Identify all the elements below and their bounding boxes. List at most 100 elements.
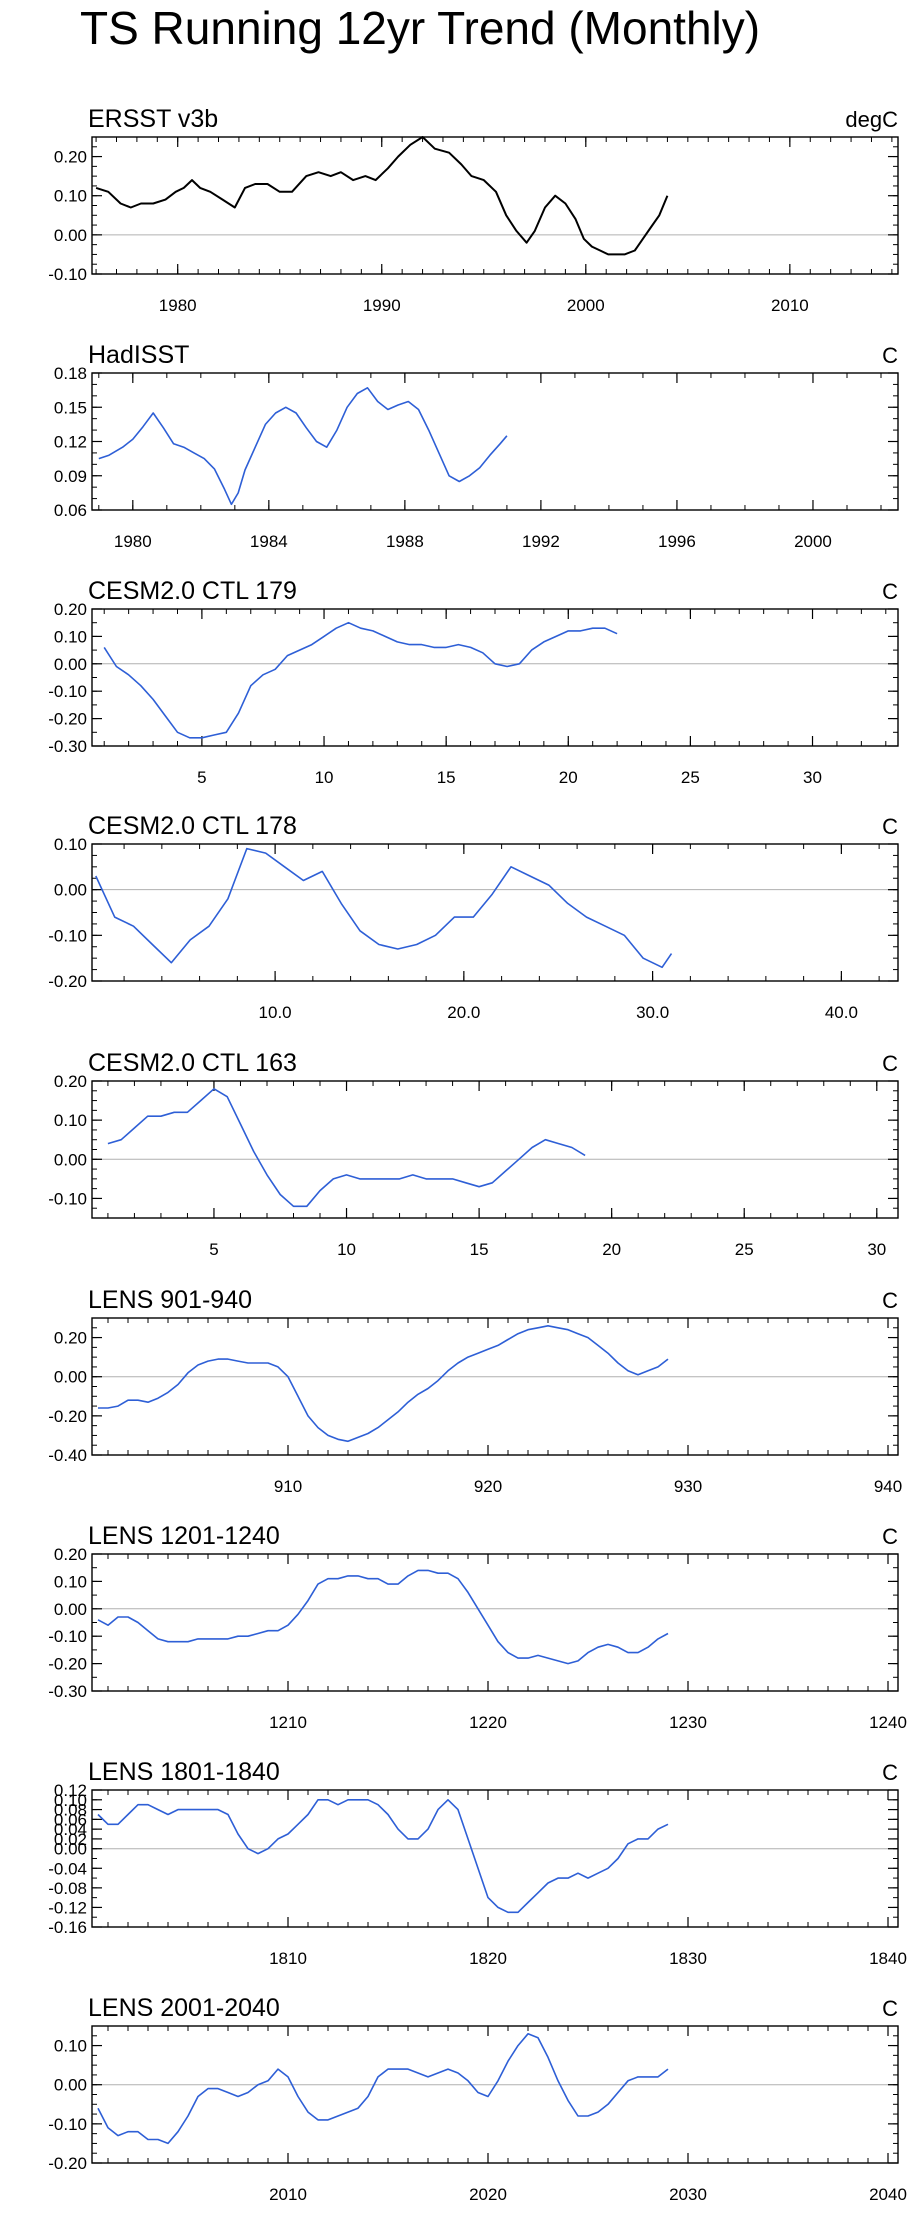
x-tick-label: 2030: [669, 2185, 707, 2204]
panel-hadisst: HadISST C 1980 1984 1988 1992 1996 2000 0.06 0.09…: [54, 341, 899, 551]
x-tick-label: 1990: [363, 296, 401, 315]
x-tick-label: 2020: [469, 2185, 507, 2204]
plot-frame: [91, 608, 899, 747]
panel-title: CESM2.0 CTL 163: [88, 1049, 297, 1077]
units-label: C: [882, 1996, 898, 2021]
series-line-lens-2001-2040: [97, 2033, 669, 2145]
y-tick-label: 0.15: [54, 398, 87, 417]
x-tick-label: 2010: [771, 296, 809, 315]
panel-title: LENS 901-940: [88, 1286, 252, 1314]
x-tick-label: 910: [274, 1477, 302, 1496]
panel-lens-2001-2040: LENS 2001-2040 C 2010 2020 2030 2040 -0.20 -0.1…: [48, 1994, 907, 2204]
series-line-cesm2-0-ctl-163: [107, 1088, 586, 1208]
panel-title: LENS 2001-2040: [88, 1994, 280, 2022]
series-line-lens-901-940: [98, 1325, 669, 1443]
y-tick-label: -0.16: [48, 1918, 87, 1937]
y-tick-label: 0.10: [54, 627, 87, 646]
panel-lens-1801-1840: LENS 1801-1840 C 1810 1820 1830 1840 -0.16-0.1…: [48, 1758, 907, 1968]
y-tick-label: 0.08: [54, 1801, 87, 1820]
plot-frame: [91, 2025, 899, 2164]
y-tick-label: 0.00: [54, 655, 87, 674]
panel-title: HadISST: [88, 341, 189, 369]
x-tick-label: 2000: [794, 532, 832, 551]
x-tick-label: 1210: [269, 1713, 307, 1732]
x-tick-label: 2040: [869, 2185, 907, 2204]
y-tick-label: 0.20: [54, 148, 87, 167]
y-tick-label: 0.00: [54, 226, 87, 245]
y-tick-label: 0.10: [54, 1572, 87, 1591]
x-tick-label: 920: [474, 1477, 502, 1496]
units-label: C: [882, 814, 898, 839]
units-label: C: [882, 1760, 898, 1785]
x-tick-label: 30: [867, 1240, 886, 1259]
x-tick-label: 30.0: [636, 1003, 669, 1022]
y-tick-label: 0.00: [54, 881, 87, 900]
y-tick-label: 0.20: [54, 1545, 87, 1564]
x-tick-label: 1230: [669, 1713, 707, 1732]
x-tick-label: 5: [209, 1240, 218, 1259]
series-line-hadisst: [98, 386, 508, 506]
figure-title: TS Running 12yr Trend (Monthly): [80, 2, 760, 54]
y-tick-label: -0.08: [48, 1879, 87, 1898]
x-tick-label: 1992: [522, 532, 560, 551]
y-tick-label: 0.18: [54, 364, 87, 383]
plot-frame: [91, 1553, 899, 1692]
panel-title: LENS 1201-1240: [88, 1522, 280, 1550]
y-tick-label: 0.20: [54, 1072, 87, 1091]
y-tick-label: -0.12: [48, 1898, 87, 1917]
series-line-lens-1801-1840: [97, 1799, 669, 1914]
x-tick-label: 30: [803, 768, 822, 787]
panel-cesm2-0-ctl-179: CESM2.0 CTL 179 C 5 10 15 20 25 30 -0.30 -0.20 -0.…: [48, 577, 899, 787]
x-tick-label: 15: [437, 768, 456, 787]
x-tick-label: 940: [874, 1477, 902, 1496]
x-tick-label: 15: [470, 1240, 489, 1259]
x-tick-label: 2000: [567, 296, 605, 315]
plot-frame: [91, 372, 899, 511]
y-tick-label: -0.10: [48, 926, 87, 945]
y-tick-label: -0.10: [48, 1189, 87, 1208]
y-tick-label: 0.12: [54, 1781, 87, 1800]
y-tick-label: -0.40: [48, 1446, 87, 1465]
x-tick-label: 1980: [114, 532, 152, 551]
x-tick-label: 1810: [269, 1949, 307, 1968]
units-label: C: [882, 1288, 898, 1313]
x-tick-label: 10: [315, 768, 334, 787]
x-tick-label: 1996: [658, 532, 696, 551]
y-tick-label: -0.30: [48, 1682, 87, 1701]
units-label: C: [882, 343, 898, 368]
y-tick-label: 0.10: [54, 187, 87, 206]
y-tick-label: 0.10: [54, 1111, 87, 1130]
panel-cesm2-0-ctl-163: CESM2.0 CTL 163 C 5 10 15 20 25 30 -0.10 0.00 0.10…: [48, 1049, 899, 1259]
panel-lens-1201-1240: LENS 1201-1240 C 1210 1220 1230 1240 -0.30 -0.2…: [48, 1522, 907, 1732]
x-tick-label: 40.0: [825, 1003, 858, 1022]
panel-lens-901-940: LENS 901-940 C 910 920 930 940 -0.40 -0.20 0.00 0…: [48, 1286, 902, 1496]
panel-title: LENS 1801-1840: [88, 1758, 280, 1786]
y-tick-label: 0.10: [54, 1791, 87, 1810]
y-tick-label: 0.12: [54, 433, 87, 452]
series-line-lens-1201-1240: [97, 1569, 669, 1665]
y-tick-label: 0.10: [54, 2037, 87, 2056]
y-tick-label: -0.10: [48, 2115, 87, 2134]
x-tick-label: 1820: [469, 1949, 507, 1968]
series-line-ersst-v3b: [95, 136, 669, 256]
x-tick-label: 1240: [869, 1713, 907, 1732]
x-tick-label: 25: [681, 768, 700, 787]
y-tick-label: -0.10: [48, 265, 87, 284]
y-tick-label: -0.04: [48, 1859, 87, 1878]
x-tick-label: 2010: [269, 2185, 307, 2204]
x-tick-label: 20: [602, 1240, 621, 1259]
series-line-cesm2-0-ctl-179: [103, 621, 618, 739]
panel-title: CESM2.0 CTL 178: [88, 812, 297, 840]
y-tick-label: -0.20: [48, 972, 87, 991]
plot-frame: [91, 1317, 899, 1456]
x-tick-label: 10: [337, 1240, 356, 1259]
plot-frame: [91, 1080, 899, 1219]
units-label: C: [882, 1051, 898, 1076]
plot-frame: [91, 136, 899, 275]
y-tick-label: 0.06: [54, 501, 87, 520]
y-tick-label: 0.00: [54, 1840, 87, 1859]
panel-title: ERSST v3b: [88, 105, 218, 133]
y-tick-label: 0.00: [54, 2076, 87, 2095]
